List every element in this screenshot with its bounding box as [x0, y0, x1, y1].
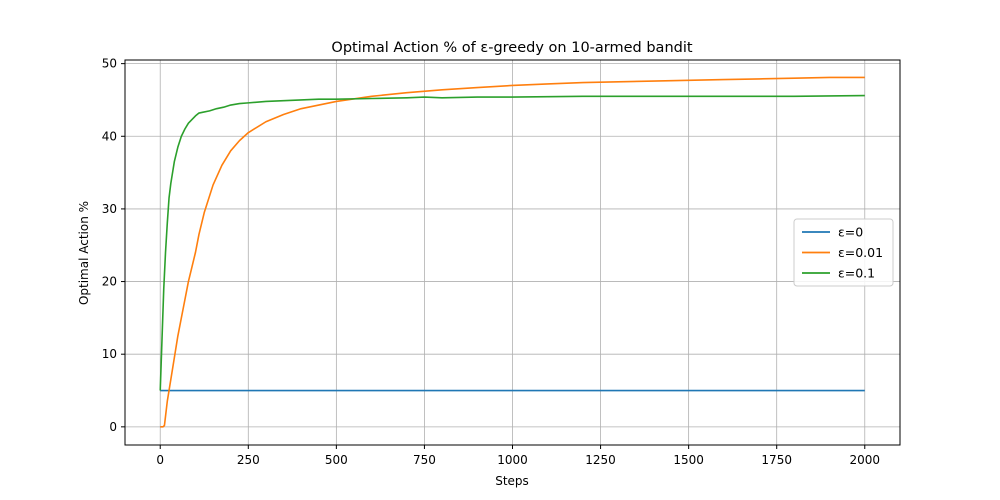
x-tick-label: 0	[156, 453, 164, 467]
x-tick-label: 500	[325, 453, 348, 467]
y-tick-label: 10	[102, 347, 117, 361]
series-layer	[159, 76, 865, 428]
y-tick-label: 50	[102, 57, 117, 71]
x-axis-ticks: 0 250 500 750 1000 1250 1500 1750 2000	[156, 445, 880, 467]
series-line-2	[159, 94, 865, 391]
legend-box	[793, 218, 894, 287]
y-tick-label: 0	[109, 420, 117, 434]
legend: ε=0 ε=0.01 ε=0.1	[793, 218, 894, 287]
x-tick-label: 750	[413, 453, 436, 467]
y-tick-label: 20	[102, 275, 117, 289]
legend-label-1: ε=0.01	[838, 245, 883, 260]
y-tick-label: 40	[102, 129, 117, 143]
x-tick-label: 1000	[497, 453, 528, 467]
y-axis-title: Optimal Action %	[77, 201, 91, 305]
series-line-1	[160, 76, 865, 428]
legend-label-0: ε=0	[838, 225, 863, 240]
x-tick-label: 1750	[761, 453, 792, 467]
x-tick-label: 1500	[673, 453, 704, 467]
legend-label-2: ε=0.1	[838, 266, 875, 281]
x-tick-label: 250	[237, 453, 260, 467]
x-tick-label: 2000	[849, 453, 880, 467]
x-axis-title: Steps	[495, 474, 529, 488]
y-tick-label: 30	[102, 202, 117, 216]
y-axis-ticks: 0 10 20 30 40 50	[102, 57, 125, 434]
x-tick-label: 1250	[585, 453, 616, 467]
chart-title: Optimal Action % of ε-greedy on 10-armed…	[331, 40, 692, 56]
grid-lines	[125, 60, 900, 445]
